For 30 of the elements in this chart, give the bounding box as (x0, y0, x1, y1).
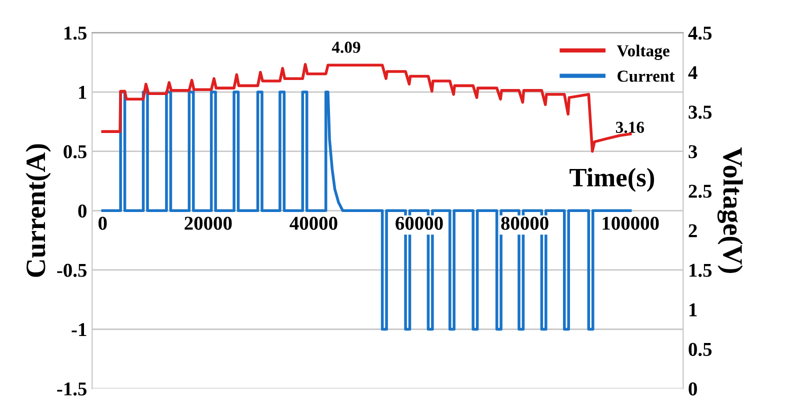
y-tick-label: 0 (78, 204, 86, 218)
y2-tick-label: 1 (690, 303, 697, 316)
y2-tick-label: 2.5 (688, 184, 712, 198)
y-tick-label: -0.5 (57, 264, 87, 277)
x-tick-label: 80000 (501, 216, 548, 230)
y-tick-label: 1 (79, 86, 86, 99)
y-tick-label: 1.5 (64, 26, 87, 40)
y2-tick-label: 0 (688, 382, 697, 396)
legend-label: Current (618, 70, 675, 82)
x-axis-title: Time(s) (570, 168, 654, 192)
y2-tick-label: 2 (688, 224, 697, 238)
x-tick-label: 100000 (602, 216, 659, 230)
y2-tick-label: 3.5 (688, 106, 712, 119)
y-tick-label: -1 (72, 323, 86, 336)
x-tick-label: 40000 (290, 216, 338, 230)
x-tick-label: 0 (98, 216, 107, 230)
annotation: 3.16 (616, 122, 644, 134)
annotation: 4.09 (332, 42, 360, 53)
y2-axis-title: Voltage(V) (717, 147, 743, 273)
y2-tick-label: 0.5 (688, 342, 712, 356)
y2-tick-label: 1.5 (690, 264, 712, 277)
legend-label: Voltage (616, 44, 670, 60)
y-tick-label: -1.5 (57, 382, 87, 396)
y2-tick-label: 4.5 (688, 26, 712, 40)
x-tick-label: 60000 (396, 216, 443, 230)
y2-tick-label: 3 (688, 145, 698, 158)
y-axis-title: Current(A) (26, 144, 51, 277)
x-tick-label: 20000 (184, 216, 232, 230)
y-tick-label: 0.5 (64, 145, 87, 158)
y2-tick-label: 4 (688, 66, 698, 80)
